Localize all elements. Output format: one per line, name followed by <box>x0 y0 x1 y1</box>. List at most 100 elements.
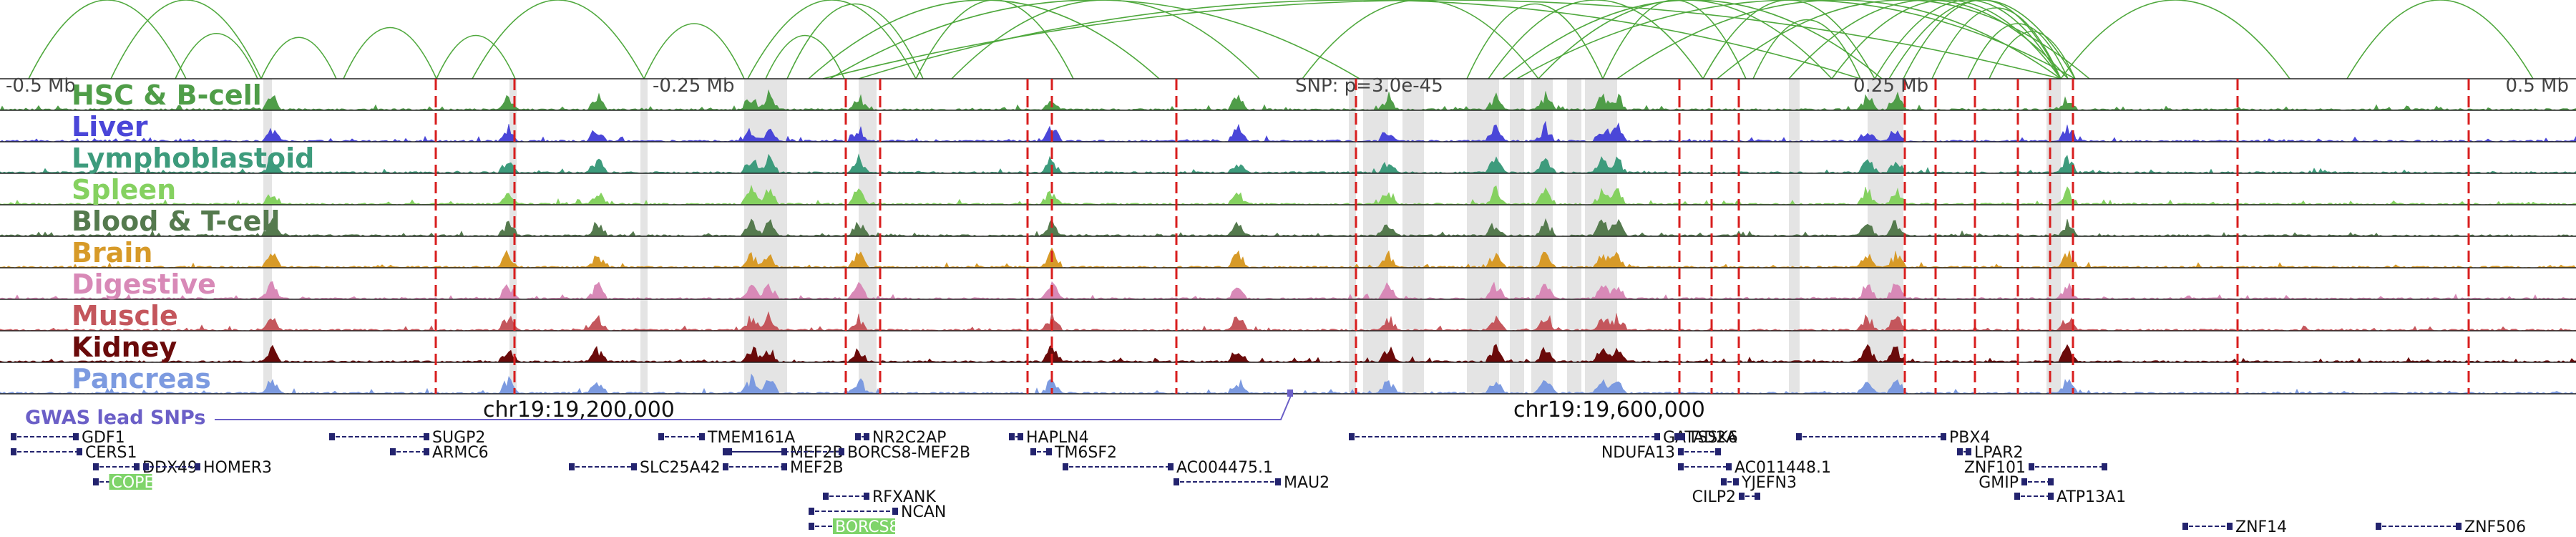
exon-mark <box>892 508 898 515</box>
exon-mark <box>726 448 732 455</box>
gene-feature: LPAR2 <box>1957 444 2023 462</box>
loop-arc <box>1752 19 1861 79</box>
coord-right-label: chr19:19,600,000 <box>1513 397 1705 422</box>
gene-name: NDUFA13 <box>1601 444 1675 462</box>
chromatin-loop-arcs <box>28 0 2534 79</box>
loop-arc <box>786 3 924 79</box>
gene-name: TSSK6 <box>1687 429 1738 447</box>
exon-mark <box>1063 463 1068 470</box>
exon-mark <box>1678 463 1684 470</box>
exon-mark <box>2048 493 2054 500</box>
gene-name: BORCS8 <box>835 518 899 536</box>
track-labels: HSC & B-cellLiverLymphoblastoidSpleenBlo… <box>72 79 314 395</box>
axis-right-label: 0.5 Mb <box>2505 75 2569 97</box>
snp-pvalue-label: SNP: p=3.0e-45 <box>1295 75 1443 97</box>
exon-mark <box>424 433 429 440</box>
track-label: Pancreas <box>72 363 211 395</box>
exon-mark <box>781 463 787 470</box>
gene-feature: ARMC6 <box>390 444 489 462</box>
gene-feature: TM6SF2 <box>1030 444 1117 462</box>
exon-mark <box>143 463 149 470</box>
gene-name: CERS1 <box>85 444 137 462</box>
gwas-connector <box>215 392 1293 420</box>
exon-mark <box>569 463 575 470</box>
exon-mark <box>2227 523 2233 530</box>
exon-mark <box>73 433 79 440</box>
loop-arc <box>808 0 1160 79</box>
gene-feature: MEF2B <box>723 459 844 477</box>
exon-mark <box>1679 433 1685 440</box>
highlight-box <box>833 518 895 534</box>
loop-arc <box>1903 0 2062 79</box>
gwas-snp-marker <box>1287 390 1293 397</box>
exon-mark <box>93 478 99 485</box>
gene-name: HOMER3 <box>203 459 272 477</box>
exon-mark <box>1721 478 1727 485</box>
gene-feature: NCAN <box>809 503 946 521</box>
loop-arc <box>951 0 1260 79</box>
axis-left-label: -0.5 Mb <box>6 75 76 97</box>
gene-name: PBX4 <box>1949 429 1990 447</box>
gene-name: NR2C2AP <box>872 429 946 447</box>
gene-name: MAU2 <box>1284 474 1330 492</box>
exon-mark <box>2021 478 2027 485</box>
gene-name: MEF2B <box>790 444 844 462</box>
gene-feature: YJEFN3 <box>1721 474 1797 492</box>
gene-feature: BORCS8 <box>809 518 899 536</box>
gene-name: BORCS8-MEF2B <box>847 444 970 462</box>
gene-name: HAPLN4 <box>1026 429 1089 447</box>
exon-mark <box>1678 448 1684 455</box>
loop-arc <box>1602 0 1747 79</box>
exon-mark <box>864 433 869 440</box>
exon-mark <box>2182 523 2188 530</box>
exon-mark <box>809 523 814 530</box>
gene-name: DDX49 <box>142 459 197 477</box>
gene-name: SLC25A42 <box>640 459 721 477</box>
loop-arc <box>110 0 262 79</box>
loop-arc <box>915 0 1074 79</box>
axis-midright-label: 0.25 Mb <box>1853 75 1928 97</box>
gene-name: ZNF101 <box>1964 459 2026 477</box>
gene-feature: HAPLN4 <box>1009 429 1089 447</box>
exon-mark <box>1009 433 1015 440</box>
gene-name: AC004475.1 <box>1176 459 1273 477</box>
loop-arc <box>343 26 437 79</box>
exon-mark <box>11 433 16 440</box>
exon-mark <box>723 448 728 455</box>
exon-mark <box>2376 523 2381 530</box>
gene-name: RFXANK <box>872 488 937 506</box>
track-row <box>0 344 2576 363</box>
exon-mark <box>1030 448 1036 455</box>
loop-arc <box>2060 0 2290 79</box>
loop-arc <box>1502 0 1883 79</box>
track-label: Blood & T-cell <box>72 205 280 237</box>
gene-feature: DDX49 <box>93 459 197 477</box>
signal-area <box>0 311 2576 332</box>
gene-feature: TMEM161A <box>658 429 795 447</box>
track-label: Lymphoblastoid <box>72 142 314 174</box>
exon-mark <box>1755 493 1760 500</box>
track-row <box>0 153 2576 174</box>
loop-arc <box>643 23 745 79</box>
exon-mark <box>699 433 705 440</box>
loop-arc <box>1488 0 1704 79</box>
gene-name: TM6SF2 <box>1054 444 1117 462</box>
gene-name: ARMC6 <box>432 444 489 462</box>
exon-mark <box>195 463 200 470</box>
exon-mark <box>1796 433 1802 440</box>
signal-area <box>0 281 2576 300</box>
track-label: HSC & B-cell <box>72 79 262 111</box>
loop-arc <box>472 0 645 79</box>
loop-arc <box>1931 7 2062 79</box>
exon-mark <box>1739 493 1745 500</box>
exon-mark <box>1957 448 1963 455</box>
track-label: Muscle <box>72 300 178 332</box>
gene-feature: CERS1 <box>11 444 137 462</box>
gene-feature: RFXANK <box>823 488 937 506</box>
track-row <box>0 89 2576 111</box>
gene-feature: AC004475.1 <box>1063 459 1273 477</box>
loop-arc <box>1874 0 2062 79</box>
exon-mark <box>1654 433 1660 440</box>
gene-feature: ZNF101 <box>1964 459 2107 477</box>
